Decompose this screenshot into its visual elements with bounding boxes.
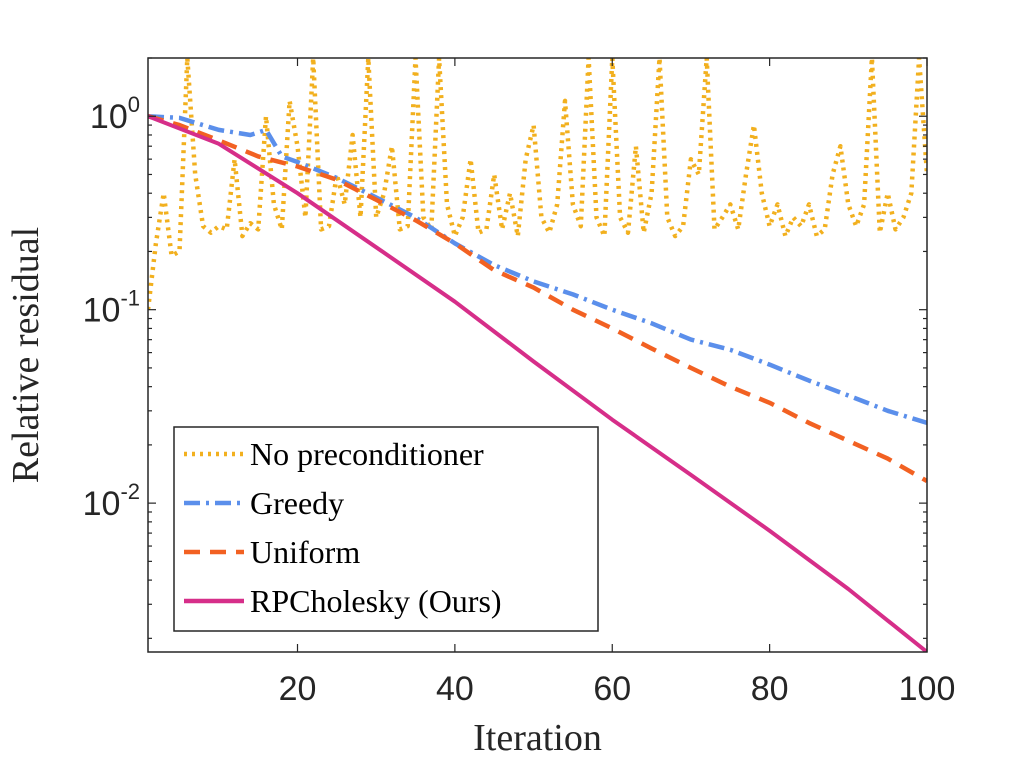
series-line-uniform bbox=[148, 114, 927, 484]
y-tick-label: 100 bbox=[90, 92, 140, 136]
legend-entry-greedy: Greedy bbox=[184, 485, 344, 521]
series-layer bbox=[148, 58, 927, 652]
legend-entry-uniform: Uniform bbox=[184, 534, 360, 570]
ticks-layer: 20 40 60 80 100 100 10-1 10-2 bbox=[83, 57, 956, 708]
x-tick-label: 60 bbox=[593, 670, 631, 708]
y-axis-label: Relative residual bbox=[5, 227, 47, 483]
legend-label-no-preconditioner: No preconditioner bbox=[250, 436, 484, 472]
series-line-rpcholesky-ours bbox=[148, 114, 927, 652]
x-tick-label: 100 bbox=[899, 670, 956, 708]
x-tick-label: 20 bbox=[279, 670, 317, 708]
y-tick-label: 10-2 bbox=[83, 479, 140, 523]
legend-entry-no-preconditioner: No preconditioner bbox=[184, 436, 484, 472]
legend-box bbox=[173, 426, 599, 632]
series-line-greedy bbox=[148, 113, 927, 426]
legend-label-greedy: Greedy bbox=[250, 485, 344, 521]
x-tick-label: 40 bbox=[436, 670, 474, 708]
legend-label-rpcholesky: RPCholesky (Ours) bbox=[250, 583, 502, 619]
x-tick-label: 80 bbox=[751, 670, 789, 708]
legend: No preconditioner Greedy Uniform RPChole… bbox=[173, 426, 599, 632]
series-line-no-preconditioner bbox=[148, 58, 927, 310]
legend-label-uniform: Uniform bbox=[250, 534, 360, 570]
legend-entry-rpcholesky: RPCholesky (Ours) bbox=[184, 583, 502, 619]
plot-box bbox=[147, 57, 928, 653]
x-axis-label: Iteration bbox=[473, 717, 602, 759]
y-tick-label: 10-1 bbox=[83, 286, 140, 330]
